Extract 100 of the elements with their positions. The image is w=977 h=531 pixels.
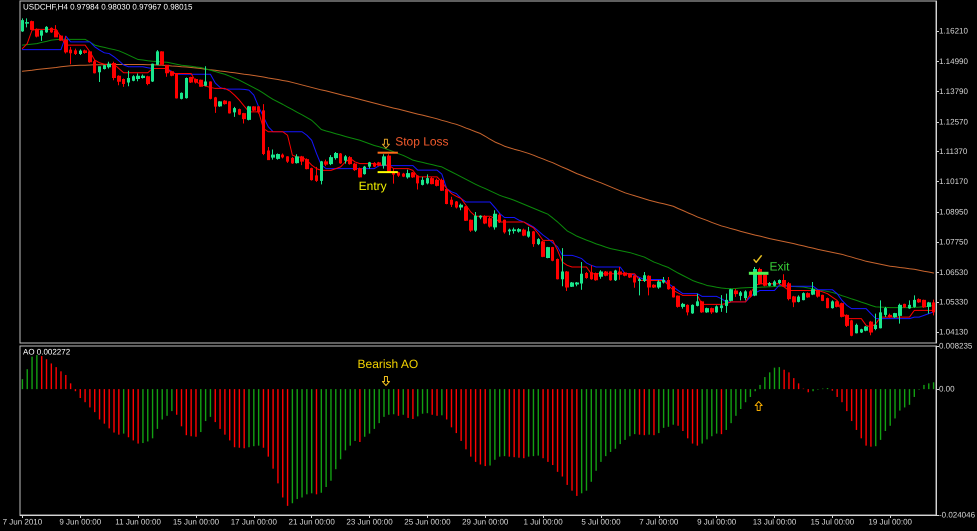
candlestick bbox=[25, 18, 29, 28]
candlestick bbox=[180, 92, 183, 100]
candlestick bbox=[874, 313, 877, 331]
y-tick-label: 0.00 bbox=[939, 384, 956, 394]
candlestick bbox=[455, 200, 458, 209]
x-tick-label: 7 Jun 2010 bbox=[2, 518, 43, 526]
x-tick-label: 7 Jul 00:00 bbox=[639, 518, 679, 526]
candlestick bbox=[681, 302, 685, 310]
candlestick bbox=[218, 100, 222, 108]
candlestick bbox=[295, 154, 299, 164]
candlestick bbox=[802, 292, 805, 301]
candlestick bbox=[816, 289, 820, 298]
candlestick bbox=[614, 269, 617, 282]
candlestick bbox=[281, 152, 284, 159]
candlestick bbox=[657, 280, 661, 290]
candlestick bbox=[705, 307, 709, 314]
candlestick bbox=[686, 304, 689, 316]
x-tick-label: 15 Jul 00:00 bbox=[810, 518, 855, 526]
candlestick bbox=[879, 300, 882, 330]
candlestick bbox=[459, 203, 463, 211]
candlestick bbox=[127, 70, 130, 87]
y-tick-label: 1.07750 bbox=[939, 237, 968, 246]
candlestick bbox=[773, 280, 776, 287]
candlestick bbox=[397, 171, 400, 178]
candlestick bbox=[377, 161, 381, 167]
candlestick bbox=[720, 294, 723, 312]
x-tick-label: 11 Jun 00:00 bbox=[115, 518, 162, 526]
candlestick bbox=[363, 165, 366, 176]
line-series bbox=[22, 64, 934, 274]
x-tick-label: 13 Jul 00:00 bbox=[752, 518, 797, 526]
candlestick bbox=[503, 218, 506, 234]
candlestick bbox=[151, 63, 154, 82]
candlestick bbox=[344, 154, 347, 164]
candlestick bbox=[546, 246, 550, 259]
annotation: Entry bbox=[358, 179, 387, 194]
candlestick bbox=[479, 214, 482, 220]
candlestick bbox=[267, 146, 270, 161]
candlestick bbox=[426, 174, 429, 185]
candlestick bbox=[214, 96, 217, 114]
candlestick bbox=[146, 75, 150, 86]
candlestick bbox=[74, 48, 77, 56]
candlestick bbox=[204, 66, 207, 87]
candlestick bbox=[561, 248, 564, 287]
candlestick bbox=[691, 304, 694, 314]
candlestick bbox=[888, 313, 892, 318]
candlestick bbox=[778, 278, 781, 285]
candlestick bbox=[715, 304, 718, 314]
candlestick bbox=[638, 277, 641, 296]
x-tick-label: 17 Jun 00:00 bbox=[230, 518, 278, 526]
candlestick bbox=[537, 238, 540, 246]
candlestick bbox=[855, 323, 858, 334]
y-tick-label: 1.04130 bbox=[939, 328, 968, 337]
candlestick bbox=[811, 281, 815, 296]
candlestick bbox=[421, 176, 424, 186]
candlestick bbox=[79, 48, 82, 56]
candlestick bbox=[45, 26, 48, 34]
candlestick bbox=[908, 300, 911, 310]
x-tick-label: 15 Jun 00:00 bbox=[172, 518, 220, 526]
y-tick-label: 1.06530 bbox=[939, 268, 968, 277]
candlestick bbox=[209, 80, 212, 100]
candlestick bbox=[527, 226, 530, 238]
y-tick-label: 1.08950 bbox=[939, 207, 968, 216]
candlestick bbox=[797, 294, 800, 303]
candlestick bbox=[604, 270, 608, 277]
candlestick bbox=[40, 30, 43, 42]
candlestick bbox=[474, 211, 477, 232]
x-tick-label: 21 Jun 00:00 bbox=[288, 518, 336, 526]
candlestick bbox=[387, 154, 391, 172]
candlestick bbox=[339, 152, 342, 164]
x-tick-label: 23 Jun 00:00 bbox=[346, 518, 394, 526]
candlestick bbox=[826, 297, 829, 309]
y-tick-label: 1.16210 bbox=[939, 26, 968, 36]
candlestick bbox=[744, 290, 747, 301]
annotation: Exit bbox=[769, 259, 790, 274]
candlestick bbox=[884, 306, 887, 318]
candlestick bbox=[700, 300, 704, 314]
candlestick bbox=[107, 61, 111, 70]
candlestick bbox=[315, 166, 318, 182]
candlestick bbox=[585, 272, 588, 280]
candlestick bbox=[286, 156, 289, 164]
candlestick bbox=[160, 50, 164, 66]
x-tick-label: 29 Jun 00:00 bbox=[462, 518, 509, 526]
candlestick bbox=[450, 196, 453, 208]
candlestick bbox=[522, 228, 526, 237]
x-tick-label: 25 Jun 00:00 bbox=[404, 518, 452, 526]
candlestick bbox=[247, 105, 251, 121]
candlestick bbox=[242, 112, 246, 124]
candlestick bbox=[734, 288, 738, 298]
chart-title: AO 0.002272 bbox=[23, 348, 71, 356]
y-tick-label: -0.024046 bbox=[939, 510, 976, 520]
candlestick bbox=[831, 300, 834, 310]
candlestick bbox=[551, 246, 554, 262]
candlestick bbox=[291, 156, 294, 164]
candlestick bbox=[262, 104, 265, 156]
candlestick bbox=[556, 258, 559, 280]
y-tick-label: 1.11370 bbox=[939, 147, 968, 156]
candlestick bbox=[710, 307, 714, 314]
x-tick-label: 19 Jul 00:00 bbox=[868, 518, 913, 526]
x-tick-label: 5 Jul 00:00 bbox=[581, 518, 622, 526]
candlestick bbox=[806, 292, 810, 298]
